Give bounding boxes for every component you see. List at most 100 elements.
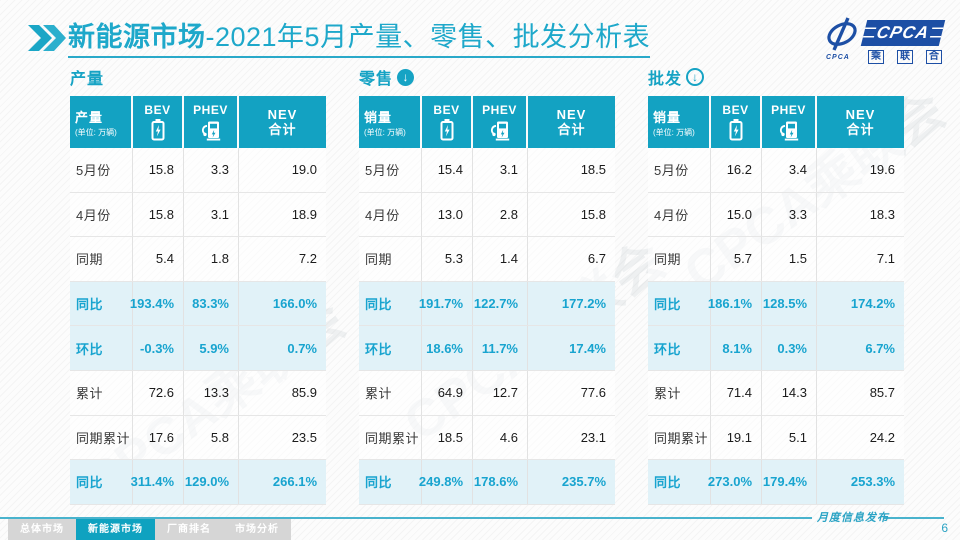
cell-value: 186.1% xyxy=(708,281,762,326)
cell-value: 8.1% xyxy=(711,326,762,370)
logo-brand-plate: CPCA xyxy=(860,20,946,46)
cell-value: 249.8% xyxy=(419,460,473,504)
row-label: 同比 xyxy=(70,460,133,504)
measure-label: 销量 xyxy=(653,109,682,125)
phev-header-cell: PHEV xyxy=(762,96,817,148)
cell-value: 178.6% xyxy=(473,460,528,504)
cell-value: 16.2 xyxy=(711,148,762,192)
phev-header-cell: PHEV xyxy=(473,96,528,148)
tab-overall-market[interactable]: 总体市场 xyxy=(8,519,76,540)
bev-column-label: BEV xyxy=(433,103,460,117)
row-label: 同期 xyxy=(648,237,711,281)
cell-value: 18.6% xyxy=(422,326,473,370)
row-label: 环比 xyxy=(359,326,422,370)
cell-value: 85.7 xyxy=(869,385,895,401)
logo-sub-text: 乘 联 合 xyxy=(868,50,942,64)
title-highlight: 新能源市场 xyxy=(68,22,206,52)
cell-value: 266.1% xyxy=(272,474,317,490)
row-label: 4月份 xyxy=(648,192,711,237)
cell-value: 166.0% xyxy=(272,296,317,312)
row-label: 同期累计 xyxy=(70,415,133,460)
bev-column-label: BEV xyxy=(144,103,171,117)
cell-value: 72.6 xyxy=(133,370,184,415)
row-label: 4月份 xyxy=(359,192,422,237)
cell-value: 177.2% xyxy=(561,296,606,312)
table-body: 5月份 15.8 3.3 19.0 4月份 15.8 3.1 18.9 同期 5.4 1.8 7.2 同… xyxy=(70,148,326,505)
table-row: 环比 18.6% 11.7% 17.4% xyxy=(359,326,615,371)
cell-value: 19.6 xyxy=(869,162,895,178)
measure-label: 销量 xyxy=(364,109,393,125)
bottom-nav-tabs: 总体市场 新能源市场 厂商排名 市场分析 xyxy=(8,519,291,540)
cell-value: 5.1 xyxy=(762,415,817,460)
title-rest: -2021年5月产量、零售、批发分析表 xyxy=(205,22,651,52)
slide-header: 新能源市场-2021年5月产量、零售、批发分析表 CPCA CPCA 乘 联 合 xyxy=(28,17,948,66)
cell-value: 253.3% xyxy=(850,474,895,490)
logo-sub-char: 联 xyxy=(897,50,913,64)
section-retail: 零售 ↓ 销量 (单位: 万辆) BEV PHEV xyxy=(359,66,615,505)
cell-value: 3.1 xyxy=(184,192,239,237)
cell-value: 5.3 xyxy=(422,237,473,281)
cell-value: 4.6 xyxy=(473,415,528,460)
cell-value: 18.5 xyxy=(580,162,606,178)
cell-value: 18.5 xyxy=(422,415,473,460)
tab-oem-ranking[interactable]: 厂商排名 xyxy=(155,519,223,540)
footer-rule-left xyxy=(0,517,812,519)
double-chevron-icon xyxy=(28,25,66,51)
cell-value: 15.8 xyxy=(133,192,184,237)
row-label: 同比 xyxy=(648,281,711,326)
section-wholesale: 批发 ↓ 销量 (单位: 万辆) BEV PHEV xyxy=(648,66,904,505)
table-row: 同比 191.7% 122.7% 177.2% xyxy=(359,281,615,327)
down-arrow-filled-icon: ↓ xyxy=(397,68,415,86)
row-label: 同期累计 xyxy=(648,415,711,460)
cell-value: 5.7 xyxy=(711,237,762,281)
cell-value: 13.3 xyxy=(184,370,239,415)
table-row: 累计 64.9 12.7 77.6 xyxy=(359,370,615,416)
table-header-row: 产量 (单位: 万辆) BEV PHEV xyxy=(70,96,326,148)
tab-nev-market[interactable]: 新能源市场 xyxy=(76,519,155,540)
cell-value: 17.6 xyxy=(133,415,184,460)
table-row: 同比 311.4% 129.0% 266.1% xyxy=(70,460,326,505)
tables-area: 产量 产量 (单位: 万辆) BEV PHEV xyxy=(70,66,904,505)
footer-note: 月度信息发布 xyxy=(817,511,889,524)
section-production: 产量 产量 (单位: 万辆) BEV PHEV xyxy=(70,66,326,505)
phev-column-label: PHEV xyxy=(482,103,517,117)
table-row: 累计 71.4 14.3 85.7 xyxy=(648,370,904,416)
footer-rule-right xyxy=(884,517,944,519)
tab-market-analysis[interactable]: 市场分析 xyxy=(223,519,291,540)
table-row: 同期累计 18.5 4.6 23.1 xyxy=(359,415,615,461)
row-label: 同期 xyxy=(70,237,133,281)
cell-value: 273.0% xyxy=(708,460,762,504)
measure-header-cell: 销量 (单位: 万辆) xyxy=(648,96,711,148)
table-row: 同比 273.0% 179.4% 253.3% xyxy=(648,460,904,505)
table-row: 5月份 16.2 3.4 19.6 xyxy=(648,148,904,193)
measure-label: 产量 xyxy=(75,109,104,125)
bev-header-cell: BEV xyxy=(711,96,762,148)
cell-value: 85.9 xyxy=(291,385,317,401)
table-row: 4月份 13.0 2.8 15.8 xyxy=(359,192,615,238)
table-body: 5月份 15.4 3.1 18.5 4月份 13.0 2.8 15.8 同期 5.3 1.4 6.7 同… xyxy=(359,148,615,505)
cell-value: 191.7% xyxy=(419,281,473,326)
arrow-glyph: ↓ xyxy=(692,70,699,84)
cell-value: 1.4 xyxy=(473,237,528,281)
measure-header-cell: 产量 (单位: 万辆) xyxy=(70,96,133,148)
table-row: 同期 5.3 1.4 6.7 xyxy=(359,237,615,282)
phev-column-label: PHEV xyxy=(193,103,228,117)
battery-icon xyxy=(440,118,454,141)
logo-sub-char: 乘 xyxy=(868,50,884,64)
table-row: 4月份 15.0 3.3 18.3 xyxy=(648,192,904,238)
cell-value: 17.4% xyxy=(569,340,606,356)
cell-value: 24.2 xyxy=(869,429,895,445)
bev-column-label: BEV xyxy=(722,103,749,117)
cell-value: 15.0 xyxy=(711,192,762,237)
cell-value: 3.3 xyxy=(762,192,817,237)
cell-value: 1.8 xyxy=(184,237,239,281)
row-label: 4月份 xyxy=(70,192,133,237)
table-row: 同比 193.4% 83.3% 166.0% xyxy=(70,281,326,327)
nev-header-cell: NEV 合计 xyxy=(239,96,326,148)
cell-value: 64.9 xyxy=(422,370,473,415)
cell-value: 1.5 xyxy=(762,237,817,281)
table-row: 环比 8.1% 0.3% 6.7% xyxy=(648,326,904,371)
logo-emblem-text: CPCA xyxy=(826,54,850,61)
wholesale-table: 销量 (单位: 万辆) BEV PHEV xyxy=(648,96,904,505)
down-arrow-outline-icon: ↓ xyxy=(686,68,705,86)
